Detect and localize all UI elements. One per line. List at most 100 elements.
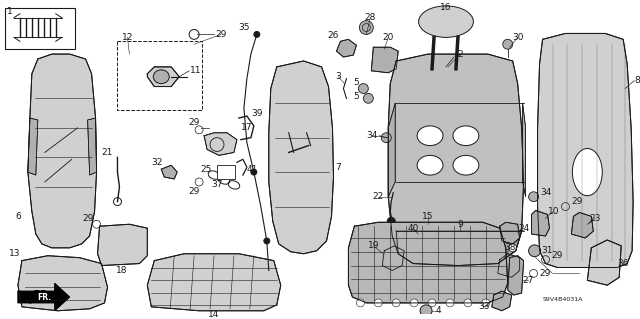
Circle shape: [529, 192, 539, 202]
Polygon shape: [348, 222, 508, 303]
Polygon shape: [147, 254, 281, 311]
Circle shape: [364, 93, 373, 103]
Polygon shape: [161, 165, 177, 179]
Circle shape: [529, 245, 541, 257]
Polygon shape: [532, 211, 550, 236]
Text: 12: 12: [122, 33, 133, 42]
Ellipse shape: [453, 155, 479, 175]
Bar: [217, 165, 235, 179]
Polygon shape: [523, 103, 525, 197]
Polygon shape: [500, 222, 520, 244]
Text: 25: 25: [200, 165, 212, 174]
Circle shape: [264, 238, 270, 244]
Circle shape: [387, 217, 396, 225]
Circle shape: [429, 244, 437, 252]
Text: 11: 11: [190, 66, 202, 75]
Ellipse shape: [417, 155, 443, 175]
Ellipse shape: [154, 70, 169, 84]
Text: 19: 19: [367, 241, 379, 250]
Text: 34: 34: [367, 131, 378, 140]
Circle shape: [428, 299, 436, 307]
Ellipse shape: [419, 6, 474, 37]
Text: 5: 5: [353, 78, 359, 87]
Text: 18: 18: [116, 266, 127, 275]
Polygon shape: [204, 133, 237, 155]
Circle shape: [489, 244, 497, 252]
Text: 7: 7: [335, 163, 341, 172]
Circle shape: [251, 169, 257, 175]
Bar: [118, 41, 202, 110]
Text: 30: 30: [512, 33, 524, 42]
Text: 22: 22: [372, 192, 384, 201]
Circle shape: [482, 299, 490, 307]
Text: 6: 6: [15, 212, 20, 221]
Circle shape: [381, 133, 391, 143]
Polygon shape: [388, 54, 524, 265]
Circle shape: [410, 299, 418, 307]
Polygon shape: [492, 291, 512, 311]
Circle shape: [420, 305, 432, 317]
Text: 29: 29: [188, 187, 200, 196]
Text: 24: 24: [518, 224, 529, 233]
Text: 29: 29: [540, 269, 551, 278]
Circle shape: [356, 299, 364, 307]
Polygon shape: [538, 33, 633, 268]
Text: 15: 15: [422, 212, 434, 221]
Polygon shape: [382, 246, 404, 271]
Circle shape: [374, 299, 382, 307]
Text: 17: 17: [241, 123, 253, 132]
Text: 4: 4: [435, 306, 441, 315]
Polygon shape: [396, 231, 522, 265]
Polygon shape: [371, 47, 398, 73]
Text: 14: 14: [209, 310, 220, 319]
Polygon shape: [508, 256, 524, 295]
Polygon shape: [28, 118, 38, 175]
Circle shape: [254, 32, 260, 37]
Text: 29: 29: [552, 251, 563, 260]
Ellipse shape: [572, 149, 602, 196]
Circle shape: [409, 244, 417, 252]
Ellipse shape: [453, 126, 479, 145]
Circle shape: [503, 39, 513, 49]
Text: 37: 37: [211, 180, 223, 189]
Polygon shape: [572, 212, 593, 238]
Circle shape: [452, 230, 468, 246]
Text: 8: 8: [634, 76, 640, 85]
Text: 29: 29: [82, 214, 93, 223]
Polygon shape: [269, 61, 333, 254]
Text: 23: 23: [589, 214, 601, 223]
Circle shape: [464, 299, 472, 307]
Text: 32: 32: [152, 158, 163, 167]
Circle shape: [449, 244, 457, 252]
Text: 31: 31: [542, 246, 553, 255]
Text: 21: 21: [102, 148, 113, 157]
Text: 38: 38: [504, 243, 515, 252]
Text: 20: 20: [383, 33, 394, 42]
FancyArrowPatch shape: [25, 297, 59, 303]
Circle shape: [469, 244, 477, 252]
Text: S9V4B4031A: S9V4B4031A: [543, 297, 583, 302]
Ellipse shape: [417, 126, 443, 145]
Text: 34: 34: [540, 188, 551, 197]
Bar: [423, 67, 445, 79]
Text: 29: 29: [188, 118, 200, 127]
Polygon shape: [337, 39, 356, 57]
Polygon shape: [18, 256, 108, 311]
Text: 16: 16: [440, 4, 452, 12]
Polygon shape: [498, 254, 520, 277]
Polygon shape: [388, 103, 396, 197]
Polygon shape: [97, 224, 147, 265]
Text: 28: 28: [365, 13, 376, 22]
Text: 40: 40: [408, 224, 419, 233]
Circle shape: [446, 299, 454, 307]
Text: 26: 26: [328, 31, 339, 40]
Text: 9: 9: [457, 220, 463, 229]
Text: 33: 33: [478, 302, 490, 311]
Text: 29: 29: [572, 197, 583, 206]
Polygon shape: [588, 240, 621, 285]
Text: 3: 3: [335, 72, 341, 81]
Polygon shape: [147, 67, 179, 86]
Circle shape: [358, 84, 369, 93]
Polygon shape: [88, 118, 97, 175]
Text: ◄FR.: ◄FR.: [27, 290, 52, 300]
